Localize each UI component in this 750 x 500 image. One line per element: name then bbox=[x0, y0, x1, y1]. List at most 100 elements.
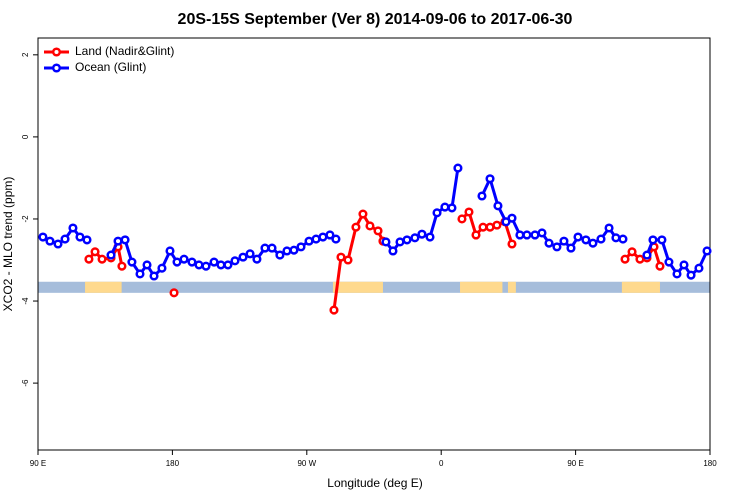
data-point bbox=[507, 239, 517, 249]
land-mask bbox=[507, 281, 516, 293]
data-point bbox=[501, 217, 511, 227]
data-point bbox=[135, 269, 145, 279]
data-point bbox=[620, 254, 630, 264]
legend-marker bbox=[51, 63, 62, 73]
data-point bbox=[45, 236, 55, 246]
data-point bbox=[179, 254, 189, 264]
data-point bbox=[331, 234, 341, 244]
data-point bbox=[425, 232, 435, 242]
data-point bbox=[447, 203, 457, 213]
data-point bbox=[635, 254, 645, 264]
data-point bbox=[142, 260, 152, 270]
series-line bbox=[109, 233, 337, 279]
data-point bbox=[325, 230, 335, 240]
data-point bbox=[351, 222, 361, 232]
data-point bbox=[84, 254, 94, 264]
data-point bbox=[627, 247, 637, 257]
x-tick-label: 0 bbox=[439, 459, 444, 468]
data-point bbox=[686, 270, 696, 280]
data-point bbox=[596, 234, 606, 244]
data-point bbox=[478, 222, 488, 232]
data-point bbox=[588, 238, 598, 248]
data-point bbox=[694, 263, 704, 273]
y-tick-label: -2 bbox=[21, 215, 30, 223]
legend-label: Ocean (Glint) bbox=[75, 60, 146, 74]
data-point bbox=[522, 230, 532, 240]
data-point bbox=[402, 235, 412, 245]
data-point bbox=[289, 245, 299, 255]
data-point bbox=[655, 261, 665, 271]
data-point bbox=[187, 257, 197, 267]
x-tick-label: 180 bbox=[703, 459, 717, 468]
data-point bbox=[157, 263, 167, 273]
data-point bbox=[648, 235, 658, 245]
data-point bbox=[60, 234, 70, 244]
y-tick-label: 0 bbox=[21, 134, 30, 139]
y-tick-label: 2 bbox=[21, 52, 30, 57]
data-point bbox=[464, 207, 474, 217]
legend-label: Land (Nadir&Glint) bbox=[75, 44, 174, 58]
data-point bbox=[216, 260, 226, 270]
data-point bbox=[304, 236, 314, 246]
data-point bbox=[440, 202, 450, 212]
data-point bbox=[209, 257, 219, 267]
x-axis-label: Longitude (deg E) bbox=[327, 476, 422, 490]
data-point bbox=[477, 191, 487, 201]
data-point bbox=[679, 260, 689, 270]
data-point bbox=[113, 236, 123, 246]
data-point bbox=[68, 223, 78, 233]
data-point bbox=[702, 246, 712, 256]
data-point bbox=[106, 250, 116, 260]
data-point bbox=[82, 235, 92, 245]
data-point bbox=[395, 237, 405, 247]
data-point bbox=[343, 255, 353, 265]
data-point bbox=[120, 235, 130, 245]
data-point bbox=[657, 235, 667, 245]
x-tick-label: 90 E bbox=[567, 459, 583, 468]
data-point bbox=[38, 232, 48, 242]
data-point bbox=[329, 305, 339, 315]
data-point bbox=[282, 246, 292, 256]
data-point bbox=[537, 228, 547, 238]
data-point bbox=[172, 257, 182, 267]
data-point bbox=[169, 288, 179, 298]
data-point bbox=[267, 243, 277, 253]
data-point bbox=[260, 243, 270, 253]
x-tick-label: 90 E bbox=[30, 459, 46, 468]
data-point bbox=[311, 234, 321, 244]
land-mask bbox=[332, 281, 383, 293]
data-point bbox=[275, 250, 285, 260]
data-point bbox=[149, 271, 159, 281]
data-point bbox=[365, 221, 375, 231]
data-point bbox=[530, 230, 540, 240]
data-point bbox=[252, 254, 262, 264]
data-point bbox=[223, 260, 233, 270]
data-point bbox=[559, 236, 569, 246]
data-point bbox=[90, 247, 100, 257]
plot-frame bbox=[37, 37, 711, 451]
data-point bbox=[493, 201, 503, 211]
y-tick-label: -6 bbox=[21, 379, 30, 387]
data-point bbox=[53, 239, 63, 249]
y-axis-label: XCO2 - MLO trend (ppm) bbox=[1, 177, 15, 312]
data-point bbox=[485, 174, 495, 184]
data-point bbox=[515, 230, 525, 240]
data-point bbox=[566, 243, 576, 253]
data-point bbox=[165, 246, 175, 256]
data-point bbox=[318, 232, 328, 242]
x-tick-label: 180 bbox=[166, 459, 180, 468]
data-point bbox=[388, 246, 398, 256]
land-mask bbox=[621, 281, 660, 293]
data-point bbox=[453, 163, 463, 173]
y-tick-label: -4 bbox=[21, 297, 30, 305]
data-point bbox=[336, 252, 346, 262]
data-point bbox=[117, 261, 127, 271]
chart-title: 20S-15S September (Ver 8) 2014-09-06 to … bbox=[178, 11, 573, 28]
land-mask bbox=[85, 281, 122, 293]
data-point bbox=[230, 256, 240, 266]
data-point bbox=[552, 242, 562, 252]
legend-marker bbox=[51, 47, 62, 57]
data-point bbox=[194, 260, 204, 270]
data-point bbox=[485, 222, 495, 232]
